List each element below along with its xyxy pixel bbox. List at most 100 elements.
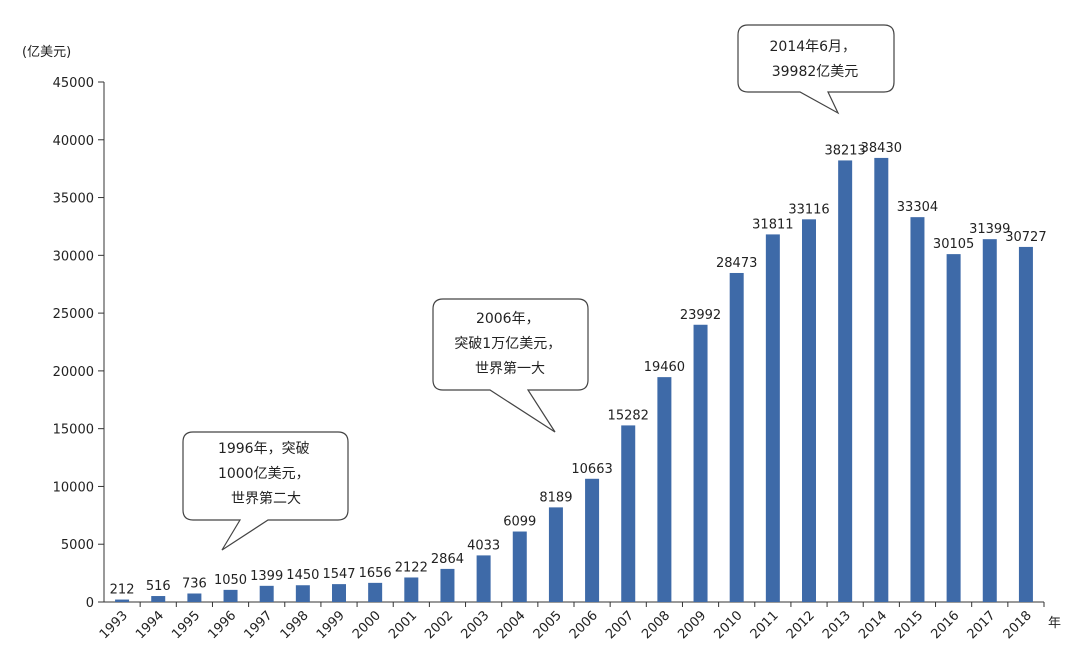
x-tick-label-2011: 2011 [748,608,782,642]
x-tick-label-1995: 1995 [169,608,203,642]
y-tick-label: 15000 [53,423,94,438]
bar-2002 [440,568,455,602]
svg-text:1996年，突破 1000亿美元，: 1996年，突破 1000亿美元， 世界第二大 [218,441,314,507]
value-label-1998: 1450 [286,568,319,583]
callout-1996-line3: 世界第二大 [231,490,301,507]
bar-1999 [332,584,346,602]
x-tick-label-2009: 2009 [675,608,709,642]
value-label-2011: 31811 [752,217,793,232]
x-tick-label-2014: 2014 [856,608,890,642]
y-tick-label: 35000 [53,192,94,207]
bar-1996 [223,589,238,602]
bar-2009 [693,324,708,602]
y-axis-label: (亿美元) [22,45,71,60]
x-tick-label-2008: 2008 [639,608,673,642]
x-axis-ticks: 1993 1994 1995 1996 1997 1998 1999 2000 2001 2002… [97,602,1045,642]
y-tick-label: 5000 [61,538,94,553]
bar-1997 [259,585,274,602]
value-label-2001: 2122 [395,560,428,575]
x-tick-label-1994: 1994 [133,608,167,642]
bar-2007 [621,425,636,602]
x-tick-label-2013: 2013 [820,608,854,642]
value-label-2018: 30727 [1005,230,1046,245]
bar-2006 [585,478,600,602]
x-tick-label-1997: 1997 [242,608,276,642]
callout-1996-line1: 1996年，突破 [218,441,310,457]
x-tick-label-2003: 2003 [458,608,492,642]
x-tick-label-1998: 1998 [278,608,312,642]
bar-2018 [1018,246,1033,603]
value-label-2010: 28473 [716,256,757,271]
value-label-2013: 38213 [824,143,865,158]
value-label-1999: 1547 [322,567,355,582]
callout-2014-line2: 39982亿美元 [772,64,859,80]
x-tick-label-1993: 1993 [97,608,131,642]
bar-1994 [151,596,166,602]
x-tick-label-2006: 2006 [567,608,601,642]
svg-text:2014年6月， 39982亿美元: 2014年6月， 39982亿美元 [770,39,861,80]
callout-1996-bubble [182,431,349,551]
callout-1996: 1996年，突破 1000亿美元， 世界第二大 [182,431,349,551]
value-label-2009: 23992 [680,308,721,323]
value-label-2008: 19460 [644,360,685,375]
bar-2000 [368,582,383,602]
bar-1993 [115,599,130,602]
callout-2006-bubble [432,298,589,433]
callout-2006-line1: 2006年， [476,311,540,327]
value-label-2016: 30105 [933,237,974,252]
value-label-2003: 4033 [467,538,500,553]
value-label-2014: 38430 [861,141,902,156]
y-tick-label: 30000 [53,249,94,264]
y-tick-label: 10000 [53,480,94,495]
value-label-2002: 2864 [431,552,464,567]
callout-2014-line1: 2014年6月， [770,39,857,55]
bar-2005 [548,507,563,602]
value-label-2007: 15282 [608,408,649,423]
bar-1995 [187,593,202,602]
value-label-1996: 1050 [214,573,247,588]
bar-2011 [765,234,780,602]
bar-2015 [910,217,925,602]
x-tick-label-2002: 2002 [422,608,456,642]
bar-2008 [657,377,672,602]
y-axis-ticks: 0 5000 10000 15000 20000 25000 30000 35000 40000… [53,76,104,611]
x-tick-label-1996: 1996 [205,608,239,642]
callout-2006-line2: 突破1万亿美元， [454,336,561,352]
bar-2001 [404,577,419,602]
value-label-1993: 212 [110,583,135,598]
x-tick-label-2018: 2018 [1001,608,1035,642]
x-tick-label-2016: 2016 [928,608,962,642]
callout-2014-bubble [737,24,895,115]
x-tick-label-2015: 2015 [892,608,926,642]
y-tick-label: 20000 [53,365,94,380]
y-tick-label: 0 [86,596,94,611]
x-tick-label-2010: 2010 [712,608,746,642]
x-tick-label-2012: 2012 [784,608,818,642]
x-axis-unit: 年 [1048,616,1061,631]
value-labels-group: 212 516 736 1050 1399 1450 1547 1656 21222864403… [110,141,1047,598]
y-tick-label: 25000 [53,307,94,322]
value-label-2005: 8189 [539,490,572,505]
y-tick-label: 40000 [53,134,94,149]
value-label-2015: 33304 [897,200,938,215]
x-tick-label-2001: 2001 [386,608,420,642]
value-label-1995: 736 [182,576,207,591]
callout-2006-line3: 世界第一大 [475,360,545,377]
bar-2010 [729,272,744,602]
bar-1998 [295,585,310,602]
value-label-2004: 6099 [503,515,536,530]
value-label-2000: 1656 [359,566,392,581]
value-label-2006: 10663 [571,462,612,477]
value-label-1997: 1399 [250,569,283,584]
bar-2013 [838,160,853,602]
callout-2014: 2014年6月， 39982亿美元 [737,24,895,115]
bar-2014 [874,157,889,603]
x-tick-label-2017: 2017 [965,608,999,642]
callout-2006: 2006年， 突破1万亿美元， 世界第一大 [432,298,589,433]
svg-text:2006年， 突破1万亿美元， 世界: 2006年， 突破1万亿美元， 世界第一大 [454,311,565,377]
bar-2003 [476,555,491,602]
value-label-2012: 33116 [788,202,829,217]
value-label-1994: 516 [146,579,171,594]
callout-1996-line2: 1000亿美元， [218,466,310,482]
